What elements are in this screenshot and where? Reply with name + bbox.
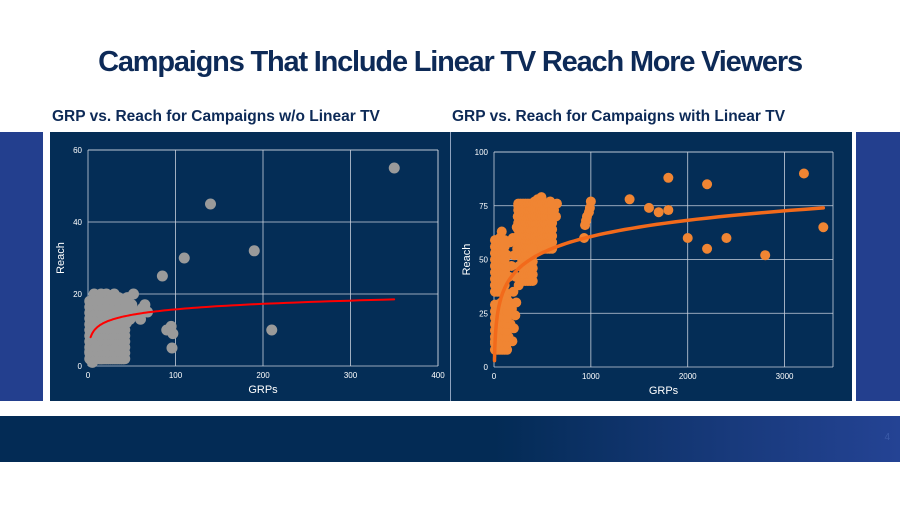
right-x-tick-label: 2000 bbox=[679, 372, 697, 381]
right-data-point bbox=[682, 233, 693, 243]
right-y-tick-label: 75 bbox=[479, 202, 488, 211]
left-data-point bbox=[167, 328, 179, 340]
right-y-axis-label: Reach bbox=[461, 244, 473, 276]
right-decorative-bar bbox=[856, 132, 900, 401]
right-data-point bbox=[702, 179, 713, 190]
right-data-point bbox=[527, 243, 538, 254]
right-trendline bbox=[492, 206, 826, 363]
right-y-tick-label: 25 bbox=[479, 309, 488, 318]
right-y-tick-label: 100 bbox=[475, 148, 489, 157]
left-decorative-bar bbox=[0, 132, 43, 401]
right-x-tick-label: 0 bbox=[492, 372, 497, 381]
right-x-tick-label: 3000 bbox=[776, 372, 794, 381]
left-data-point bbox=[166, 342, 178, 354]
slide-title: Campaigns That Include Linear TV Reach M… bbox=[98, 46, 803, 78]
right-data-point bbox=[643, 202, 654, 213]
left-data-point bbox=[205, 198, 216, 210]
right-y-tick-label: 50 bbox=[479, 256, 488, 265]
left-x-tick-label: 0 bbox=[86, 371, 91, 380]
right-data-point bbox=[502, 299, 513, 310]
left-chart-title: GRP vs. Reach for Campaigns w/o Linear T… bbox=[52, 108, 380, 125]
left-data-point bbox=[119, 295, 131, 307]
page-number: 4 bbox=[884, 432, 890, 443]
left-y-tick-label: 40 bbox=[73, 218, 82, 227]
left-x-tick-label: 100 bbox=[169, 371, 183, 380]
right-data-point bbox=[510, 310, 521, 321]
left-y-tick-label: 20 bbox=[73, 290, 82, 299]
right-data-point bbox=[496, 226, 507, 237]
right-data-point bbox=[499, 235, 510, 246]
left-y-tick-label: 0 bbox=[78, 362, 83, 371]
left-x-tick-label: 300 bbox=[344, 371, 358, 380]
left-data-point bbox=[178, 252, 190, 264]
footer-band bbox=[0, 416, 900, 462]
right-data-point bbox=[624, 194, 635, 205]
right-y-tick-label: 0 bbox=[484, 363, 489, 372]
left-data-point bbox=[156, 270, 168, 282]
left-x-axis-label: GRPs bbox=[248, 384, 278, 396]
left-y-tick-label: 60 bbox=[73, 146, 82, 155]
left-data-point bbox=[248, 245, 260, 257]
left-data-point bbox=[388, 162, 400, 174]
right-data-point bbox=[798, 168, 809, 179]
right-data-point bbox=[663, 205, 674, 216]
left-trendline bbox=[89, 298, 396, 339]
left-data-point bbox=[135, 313, 146, 325]
right-data-point bbox=[702, 243, 713, 254]
left-x-tick-label: 200 bbox=[256, 371, 270, 380]
right-data-point bbox=[653, 207, 664, 218]
right-x-tick-label: 1000 bbox=[582, 372, 600, 381]
right-data-point bbox=[721, 233, 732, 243]
left-data-point bbox=[128, 288, 139, 300]
right-chart-title: GRP vs. Reach for Campaigns with Linear … bbox=[452, 108, 786, 125]
left-data-point bbox=[266, 324, 278, 336]
left-y-axis-label: Reach bbox=[55, 242, 67, 274]
right-data-point bbox=[585, 196, 596, 207]
right-data-point bbox=[818, 222, 829, 233]
right-data-point bbox=[760, 250, 771, 261]
right-data-point bbox=[663, 172, 674, 183]
panel-divider bbox=[450, 132, 451, 401]
right-data-point bbox=[511, 297, 522, 308]
left-x-tick-label: 400 bbox=[431, 371, 445, 380]
right-data-point bbox=[547, 198, 558, 209]
right-x-axis-label: GRPs bbox=[649, 385, 679, 397]
